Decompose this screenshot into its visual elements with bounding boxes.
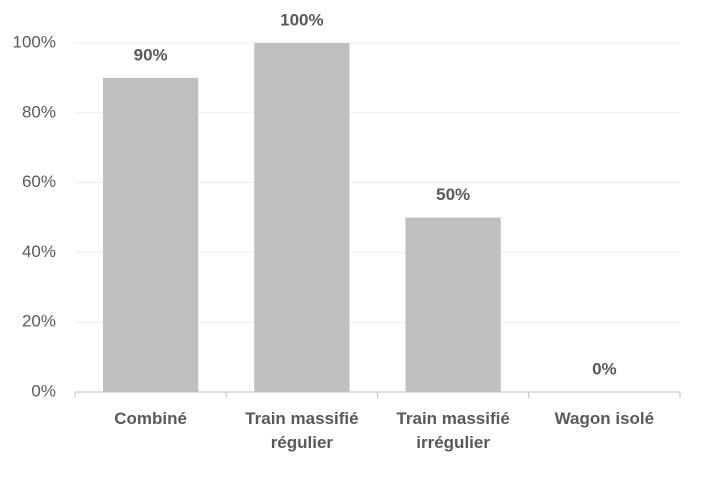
bar [254,43,350,392]
x-tick-label: Train massifié irrégulier [396,409,509,452]
x-tick-label-line: Train massifié [245,409,358,428]
x-tick-label-line: Train massifié [396,409,509,428]
bar [405,217,501,392]
y-tick-label: 60% [22,172,56,191]
y-tick-label: 20% [22,312,56,331]
y-tick-label: 80% [22,102,56,121]
x-tick-label: Combiné [114,409,187,428]
value-label: 50% [436,185,470,204]
y-tick-label: 100% [13,32,56,51]
x-tick-label-line: irrégulier [416,433,490,452]
x-tick-label-line: régulier [271,433,334,452]
y-tick-label: 0% [31,381,56,400]
value-label: 0% [592,359,617,378]
x-tick-label: Train massifié régulier [245,409,358,452]
bar [102,77,199,393]
value-label: 90% [134,45,168,64]
y-tick-label: 40% [22,242,56,261]
x-tick-label-line: Wagon isolé [555,409,655,428]
x-tick-label-line: Combiné [114,409,187,428]
value-label: 100% [280,10,323,29]
x-tick-label: Wagon isolé [555,409,655,428]
